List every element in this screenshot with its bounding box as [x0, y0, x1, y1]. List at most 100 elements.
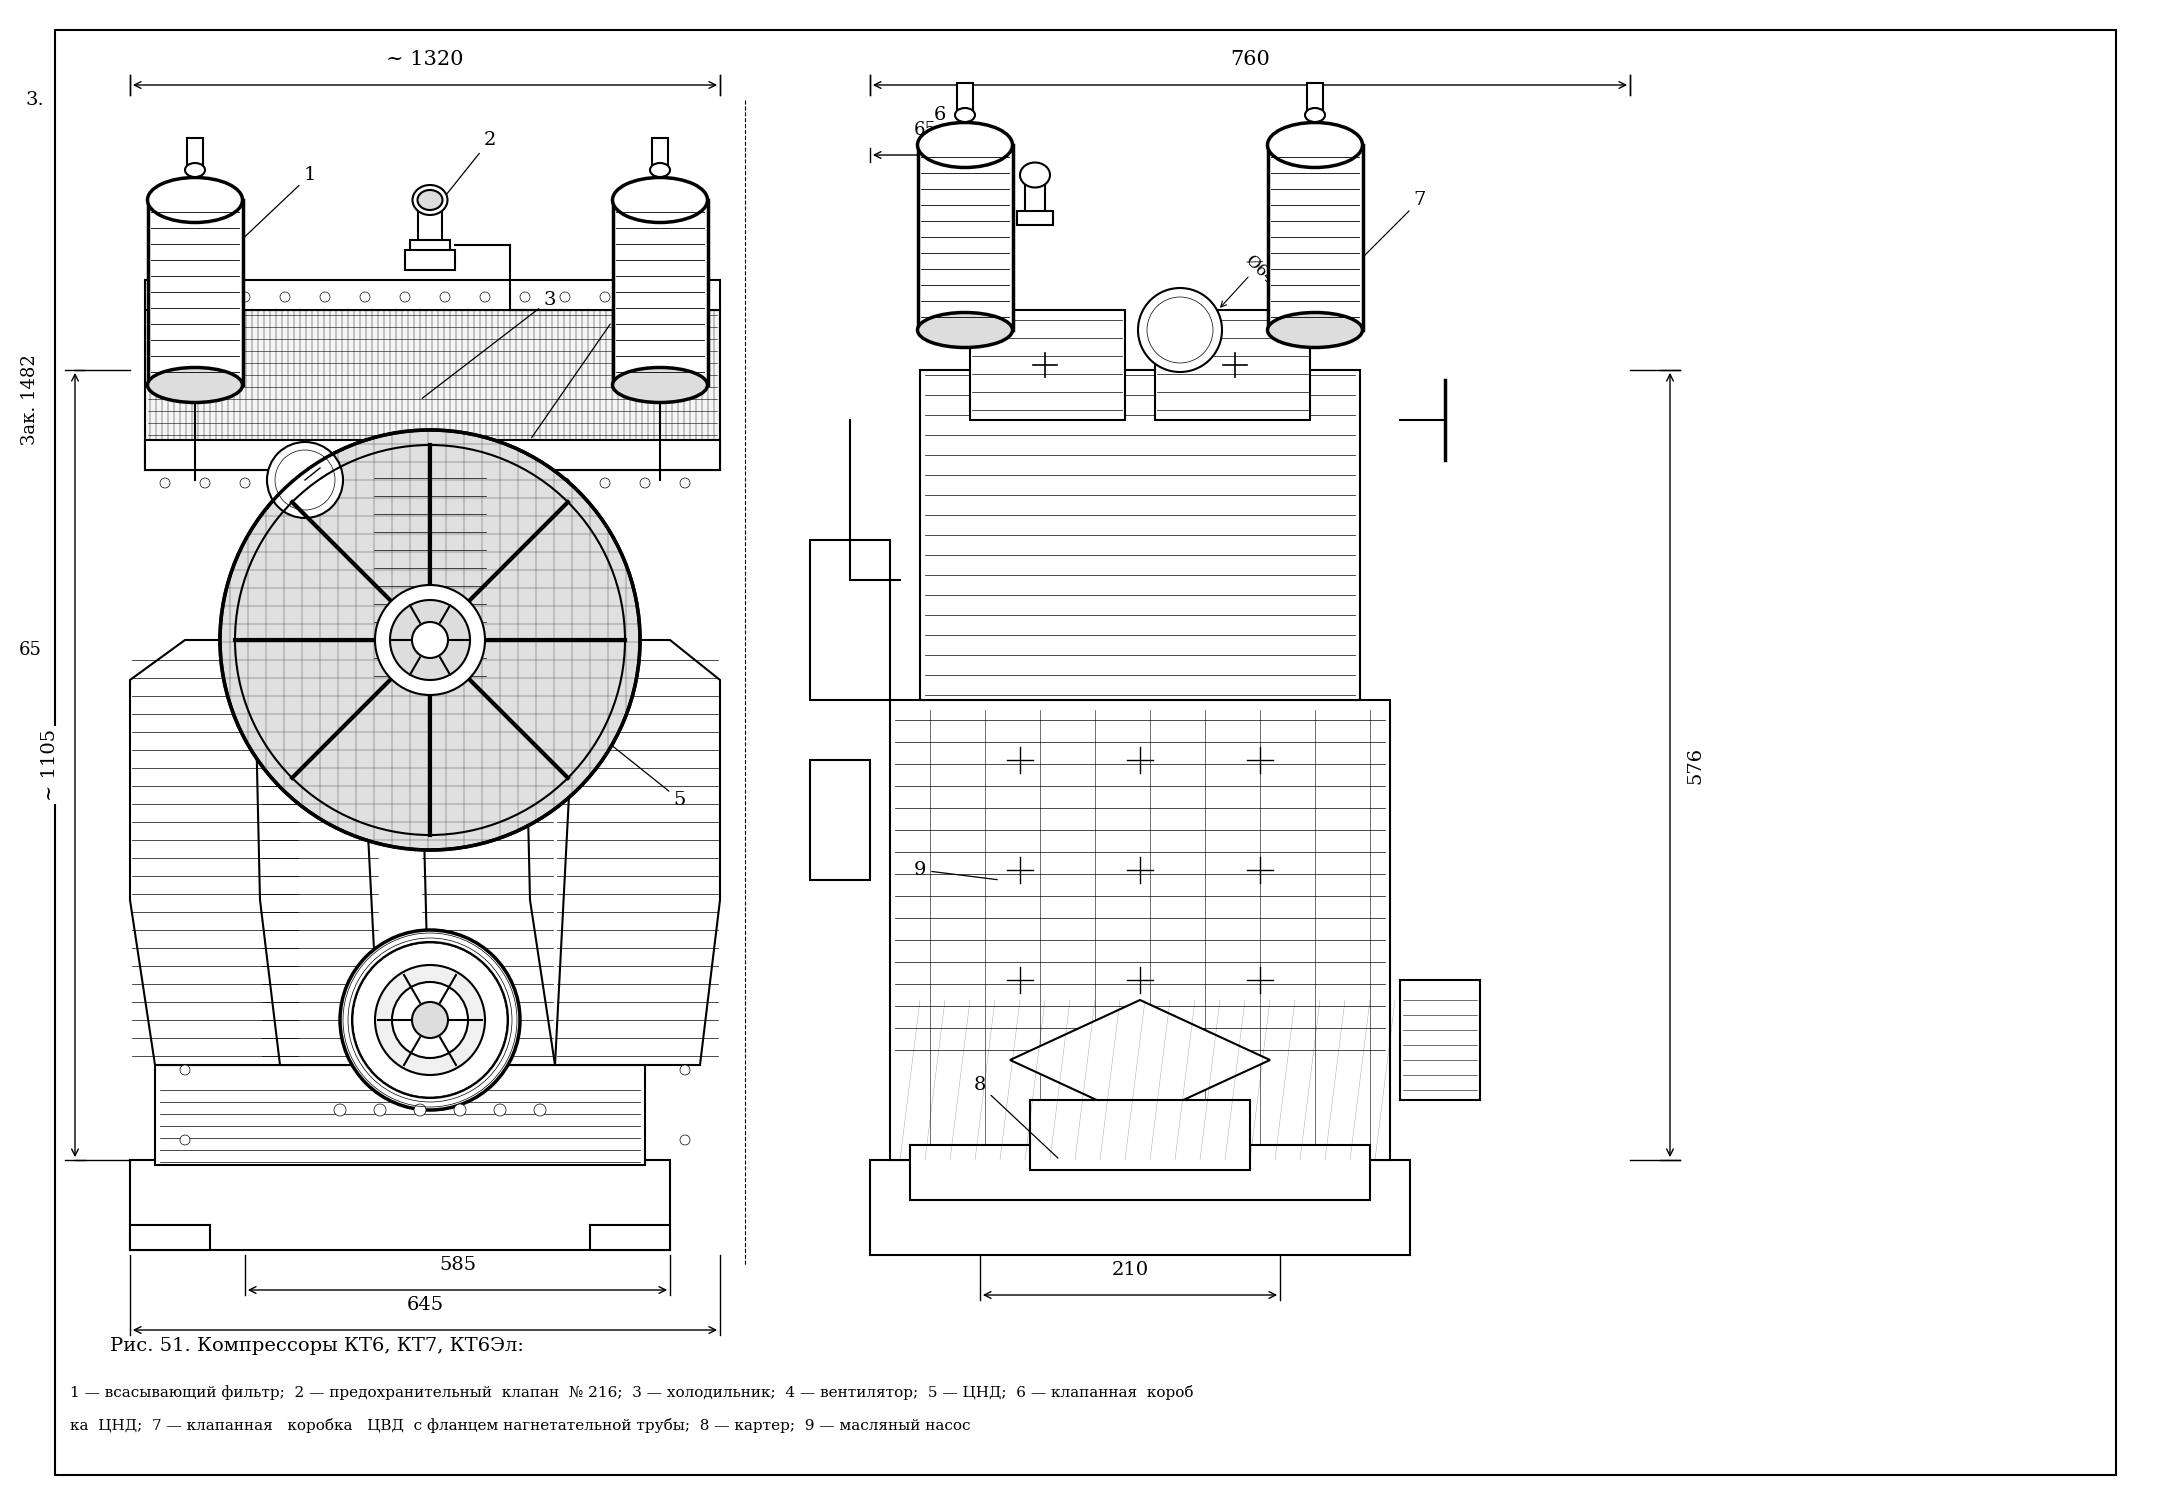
Bar: [652, 138, 667, 170]
Circle shape: [600, 478, 611, 488]
Circle shape: [220, 430, 639, 850]
Ellipse shape: [1304, 108, 1326, 122]
Text: 5: 5: [582, 722, 687, 809]
Bar: [131, 1226, 209, 1250]
Bar: [1156, 310, 1311, 420]
Circle shape: [680, 1136, 689, 1144]
Bar: [419, 200, 443, 250]
Text: 65: 65: [20, 640, 41, 658]
Text: 3: 3: [423, 291, 556, 399]
Circle shape: [519, 478, 530, 488]
Circle shape: [360, 478, 371, 488]
Bar: [957, 82, 973, 116]
Text: Зак. 1482: Зак. 1482: [22, 354, 39, 446]
Ellipse shape: [918, 312, 1012, 348]
Text: 4: 4: [532, 302, 626, 438]
Polygon shape: [255, 640, 379, 1065]
Text: ка  ЦНД;  7 — клапанная   коробка   ЦВД  с фланцем нагнетательной трубы;  8 — ка: ка ЦНД; 7 — клапанная коробка ЦВД с флан…: [70, 1418, 971, 1432]
Circle shape: [375, 585, 484, 694]
Ellipse shape: [412, 184, 447, 214]
Text: ~ 1105: ~ 1105: [41, 729, 59, 801]
Ellipse shape: [417, 190, 443, 210]
Circle shape: [159, 292, 170, 302]
Circle shape: [375, 964, 484, 1076]
Circle shape: [454, 1104, 467, 1116]
Ellipse shape: [650, 164, 670, 177]
Circle shape: [680, 1065, 689, 1076]
Circle shape: [1138, 288, 1221, 372]
Bar: [371, 470, 491, 680]
Bar: [144, 310, 720, 470]
Bar: [918, 146, 1012, 330]
Circle shape: [181, 1065, 190, 1076]
Circle shape: [561, 292, 569, 302]
Circle shape: [414, 1104, 425, 1116]
Circle shape: [240, 292, 251, 302]
Bar: [613, 200, 709, 386]
Ellipse shape: [918, 123, 1012, 168]
Text: ~ 1320: ~ 1320: [386, 50, 465, 69]
Circle shape: [159, 478, 170, 488]
Circle shape: [390, 600, 469, 680]
Bar: [148, 200, 242, 386]
Text: 645: 645: [406, 1296, 443, 1314]
Text: 585: 585: [438, 1256, 475, 1274]
Circle shape: [412, 622, 447, 658]
Circle shape: [600, 292, 611, 302]
Circle shape: [441, 478, 449, 488]
Bar: [809, 760, 870, 880]
Circle shape: [275, 450, 336, 510]
Ellipse shape: [1021, 162, 1049, 188]
Ellipse shape: [613, 177, 707, 222]
Text: 1: 1: [218, 166, 316, 262]
Circle shape: [201, 478, 209, 488]
Text: Рис. 51. Компрессоры КТ6, КТ7, КТ6Эл:: Рис. 51. Компрессоры КТ6, КТ7, КТ6Эл:: [109, 1336, 523, 1354]
Ellipse shape: [1267, 123, 1363, 168]
Circle shape: [519, 292, 530, 302]
Text: 7: 7: [1341, 190, 1426, 278]
Ellipse shape: [955, 108, 975, 122]
Circle shape: [393, 982, 469, 1058]
Polygon shape: [554, 640, 720, 1065]
Circle shape: [351, 942, 508, 1098]
Text: Ø64: Ø64: [1241, 252, 1278, 288]
Bar: [971, 310, 1125, 420]
Circle shape: [480, 478, 491, 488]
Bar: [131, 1160, 670, 1250]
Circle shape: [181, 1136, 190, 1144]
Circle shape: [360, 292, 371, 302]
Circle shape: [399, 292, 410, 302]
Bar: [1016, 211, 1053, 225]
Circle shape: [534, 1104, 545, 1116]
Bar: [870, 1160, 1409, 1256]
Text: 1 — всасывающий фильтр;  2 — предохранительный  клапан  № 216;  3 — холодильник;: 1 — всасывающий фильтр; 2 — предохраните…: [70, 1384, 1193, 1400]
Circle shape: [321, 478, 329, 488]
Ellipse shape: [148, 177, 242, 222]
Bar: [188, 138, 203, 170]
Text: 9: 9: [914, 861, 997, 879]
Circle shape: [321, 292, 329, 302]
Circle shape: [279, 292, 290, 302]
Ellipse shape: [1267, 312, 1363, 348]
Circle shape: [373, 1104, 386, 1116]
Text: 210: 210: [1112, 1262, 1149, 1280]
Bar: [920, 370, 1361, 700]
Bar: [410, 240, 449, 255]
Bar: [144, 280, 720, 310]
Circle shape: [680, 478, 689, 488]
Ellipse shape: [613, 368, 707, 402]
Text: 6: 6: [933, 106, 984, 158]
Text: 2: 2: [432, 130, 497, 213]
Circle shape: [240, 478, 251, 488]
Polygon shape: [131, 640, 301, 1065]
Bar: [144, 440, 720, 470]
Bar: [1025, 176, 1045, 220]
Text: 65: 65: [914, 122, 936, 140]
Circle shape: [1147, 297, 1213, 363]
Polygon shape: [421, 640, 554, 1065]
Circle shape: [399, 478, 410, 488]
Bar: [591, 1226, 670, 1250]
Text: 3.: 3.: [26, 92, 44, 110]
Text: 8: 8: [973, 1076, 1058, 1158]
Circle shape: [412, 1002, 447, 1038]
